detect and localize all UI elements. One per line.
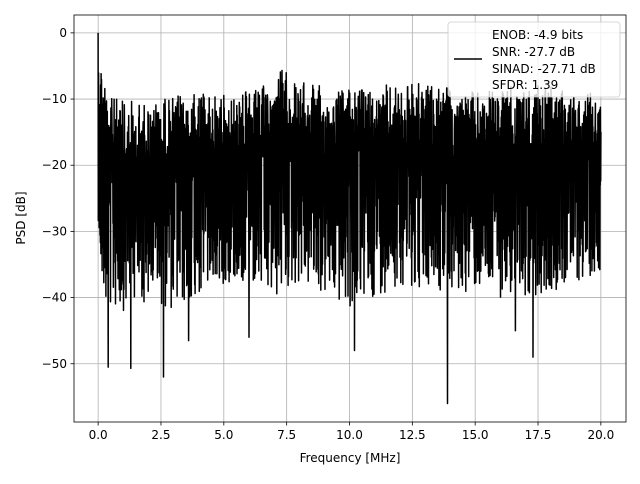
x-axis-label: Frequency [MHz] bbox=[300, 451, 401, 465]
psd-series-line bbox=[97, 32, 602, 405]
x-tick-label: 12.5 bbox=[399, 428, 426, 442]
plot-frame bbox=[73, 14, 627, 423]
legend-entry-snr: SNR: -27.7 dB bbox=[492, 45, 575, 59]
x-tick-label: 2.5 bbox=[151, 428, 170, 442]
axis-ticks: 0.0 2.5 5.0 7.5 10.0 12.5 15.0 17.5 20.0 0 −10 −20 −… bbox=[42, 26, 615, 442]
legend: ENOB: -4.9 bits SNR: -27.7 dB SINAD: -27… bbox=[447, 21, 621, 98]
x-tick-label: 15.0 bbox=[462, 428, 489, 442]
x-tick-label: 20.0 bbox=[588, 428, 615, 442]
x-tick-label: 7.5 bbox=[277, 428, 296, 442]
y-tick-label: −20 bbox=[42, 158, 67, 172]
y-tick-label: 0 bbox=[59, 26, 67, 40]
x-tick-label: 17.5 bbox=[525, 428, 552, 442]
legend-entry-enob: ENOB: -4.9 bits bbox=[492, 28, 583, 42]
legend-entry-sinad: SINAD: -27.71 dB bbox=[492, 62, 596, 76]
y-tick-label: −40 bbox=[42, 291, 67, 305]
y-tick-label: −30 bbox=[42, 224, 67, 238]
x-tick-label: 10.0 bbox=[336, 428, 363, 442]
legend-entry-sfdr: SFDR: 1.39 bbox=[492, 78, 558, 92]
y-axis-label: PSD [dB] bbox=[14, 191, 28, 244]
y-tick-label: −50 bbox=[42, 357, 67, 371]
x-tick-label: 0.0 bbox=[89, 428, 108, 442]
y-tick-label: −10 bbox=[42, 92, 67, 106]
x-tick-label: 5.0 bbox=[214, 428, 233, 442]
